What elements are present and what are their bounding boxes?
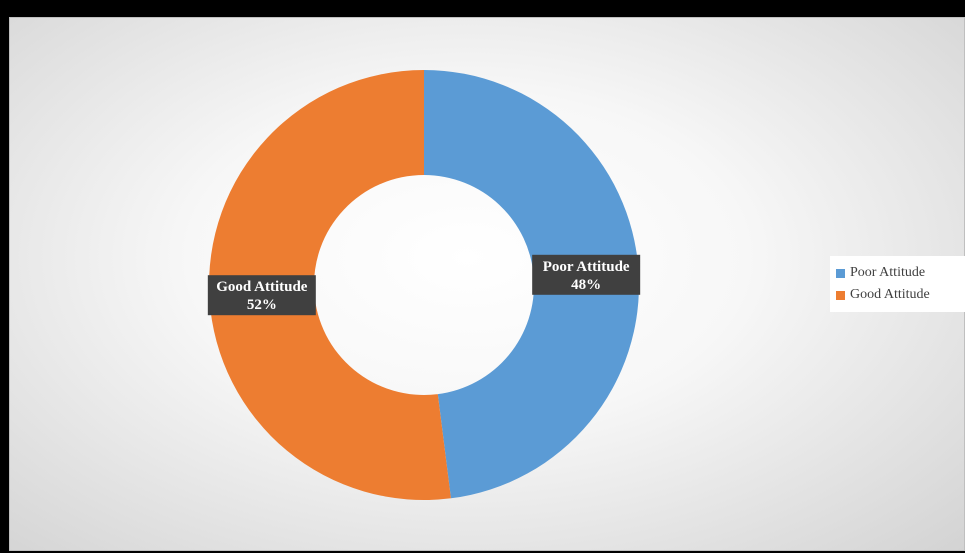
data-label-category-good-attitude: Good Attitude: [216, 279, 308, 295]
chart-area: Poor Attitude 48% Good Attitude 52% Poor At…: [9, 17, 965, 551]
data-label-box-good-attitude: [207, 275, 316, 316]
legend: Poor Attitude Good Attitude: [830, 256, 965, 312]
data-labels: Poor Attitude 48% Good Attitude 52%: [207, 254, 641, 316]
donut-slices: [209, 70, 639, 500]
data-label-box-poor-attitude: [532, 254, 641, 295]
donut-chart: Poor Attitude 48% Good Attitude 52%: [207, 70, 641, 500]
data-label-good-attitude: Good Attitude 52%: [207, 275, 316, 316]
data-label-category-poor-attitude: Poor Attitude: [543, 259, 630, 275]
donut-slice-poor-attitude: [424, 70, 639, 499]
data-label-value-good-attitude: 52%: [247, 297, 277, 313]
legend-label-good-attitude: Good Attitude: [850, 287, 930, 302]
data-label-value-poor-attitude: 48%: [571, 277, 601, 293]
legend-swatch-good-attitude: [836, 290, 845, 300]
legend-item-good-attitude: Good Attitude: [836, 284, 961, 306]
legend-item-poor-attitude: Poor Attitude: [836, 262, 961, 284]
donut-slice-good-attitude: [209, 70, 451, 500]
legend-label-poor-attitude: Poor Attitude: [850, 265, 926, 280]
legend-swatch-poor-attitude: [836, 268, 845, 278]
data-label-poor-attitude: Poor Attitude 48%: [532, 254, 641, 295]
